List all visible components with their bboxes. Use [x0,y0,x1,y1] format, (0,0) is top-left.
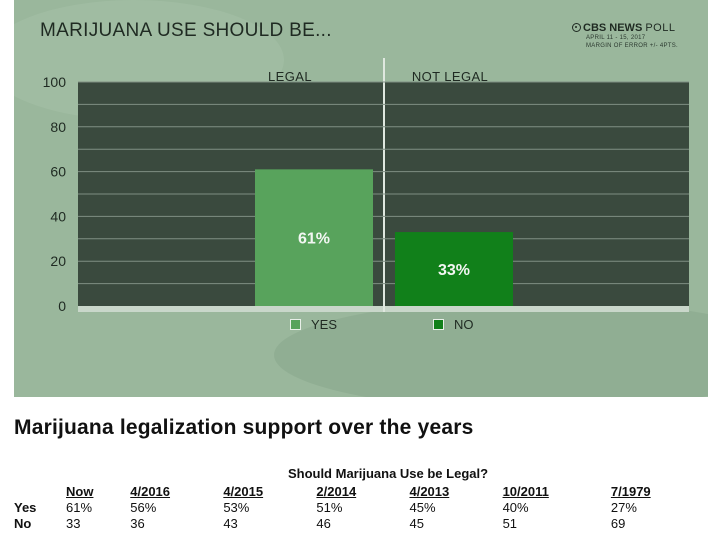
header-row: Now 4/2016 4/2015 2/2014 4/2013 10/2011 … [14,484,704,500]
column-header: 2/2014 [316,484,357,499]
row-label: Yes [14,500,37,515]
table-cell: 69 [610,516,626,531]
row-label: No [14,516,32,531]
table-cell: 45 [409,516,424,531]
column-header: Now [66,484,94,499]
table-cell: 51% [316,500,343,515]
poll-dates: APRIL 11 - 15, 2017 [586,35,646,41]
chart-panel: 0 20 40 60 80 100 61% 33% MARIJUANA USE SHOULD… [14,0,708,397]
legend-item-no: NO [433,317,474,332]
legend-swatch-yes [290,319,301,330]
section-heading: Marijuana legalization support over the … [14,416,474,439]
brand-suffix: POLL [645,22,676,34]
poll-table: Should Marijuana Use be Legal? Now 4/201… [14,464,704,532]
y-tick-label: 0 [58,298,66,314]
category-label-legal: LEGAL [268,69,312,84]
column-header: 7/1979 [610,484,651,499]
table-cell: 51 [502,516,518,531]
table-cell: 53% [223,500,250,515]
bar-data-label: 61% [298,231,330,248]
background-shadow [274,300,708,397]
poll-question: Should Marijuana Use be Legal? [287,466,489,481]
bar-no [395,232,513,306]
table-cell: 33 [66,516,81,531]
bar-yes [255,169,373,306]
legend-label-yes: YES [311,317,338,332]
table-cell: 40% [502,500,529,515]
table-cell: 43 [223,516,238,531]
y-tick-label: 20 [50,253,66,269]
brand-name: CBS NEWS [583,22,643,34]
column-header: 4/2016 [130,484,171,499]
cbs-eye-icon [572,23,581,32]
y-tick-label: 60 [50,164,66,180]
y-tick-label: 40 [50,208,66,224]
legend-item-yes: YES [290,317,337,332]
table-row: Yes 61% 56% 53% 51% 45% 40% 27% [14,500,704,516]
bar-data-label: 33% [438,262,470,279]
table-cell: 61% [66,500,93,515]
table-cell: 56% [130,500,157,515]
column-header: 4/2015 [223,484,264,499]
y-tick-label: 100 [43,74,67,90]
legend-label-no: NO [454,317,474,332]
chart-title: MARIJUANA USE SHOULD BE... [40,20,332,41]
category-label-not-legal: NOT LEGAL [411,69,489,84]
bar-chart: 0 20 40 60 80 100 61% 33% [14,0,708,397]
table-cell: 27% [610,500,637,515]
column-header: 4/2013 [409,484,450,499]
corner-cell [14,484,66,500]
margin-of-error: MARGIN OF ERROR +/- 4PTS. [586,43,679,49]
table-cell: 36 [130,516,145,531]
column-header: 10/2011 [502,484,549,499]
table-row: No 33 36 43 46 45 51 69 [14,516,704,532]
cbs-news-poll-logo: CBS NEWS POLL [572,22,675,34]
table-cell: 45% [409,500,436,515]
table-cell: 46 [316,516,331,531]
legend-swatch-no [433,319,444,330]
y-tick-label: 80 [50,119,66,135]
